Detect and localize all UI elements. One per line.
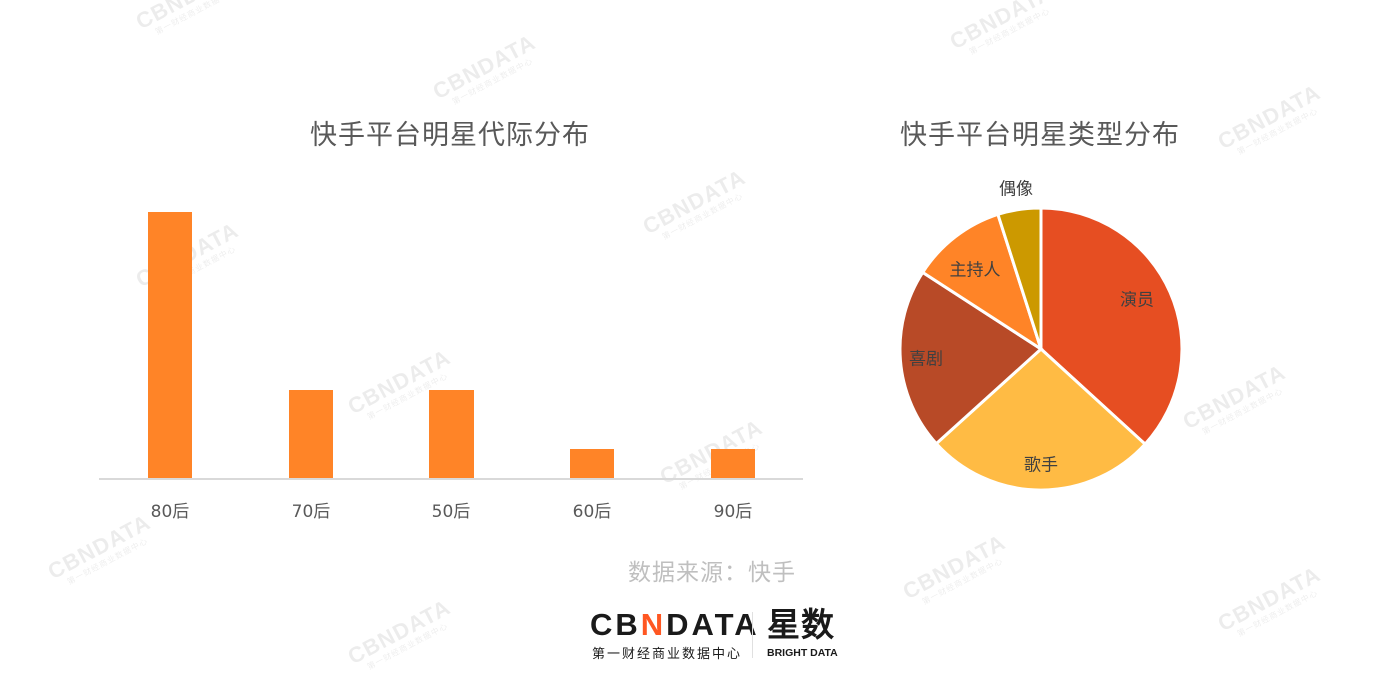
pie-label-comedy: 喜剧	[909, 349, 943, 370]
pie-label-actor: 演员	[1120, 290, 1154, 311]
pie-label-idol: 偶像	[999, 179, 1033, 200]
bar-70s	[289, 390, 333, 478]
bar-60s	[570, 449, 614, 478]
bar-80s	[148, 212, 192, 478]
bar-90s	[711, 449, 755, 478]
x-tick-label: 80后	[150, 502, 190, 522]
bar-50s	[429, 390, 474, 478]
pie-slice-idol	[996, 206, 1043, 350]
pie-label-singer: 歌手	[1024, 455, 1058, 476]
x-tick-label: 60后	[572, 502, 612, 522]
pie-slice-actor	[1039, 206, 1184, 447]
logo-divider	[752, 612, 753, 658]
bright-data-logo-subtitle: BRIGHT DATA	[767, 647, 838, 659]
pie-slice-singer	[934, 346, 1148, 492]
x-tick-label: 70后	[291, 502, 331, 522]
x-tick-label: 50后	[431, 502, 471, 522]
cbndata-logo: CBNDATA	[590, 607, 760, 642]
bright-data-logo: 星数	[767, 605, 835, 644]
pie-chart-title: 快手平台明星类型分布	[900, 120, 1180, 151]
pie-slice-comedy	[898, 270, 1044, 446]
x-axis-line	[99, 478, 803, 480]
pie-chart	[898, 206, 1184, 492]
x-tick-label: 90后	[713, 502, 753, 522]
pie-slice-host	[920, 212, 1044, 353]
bar-chart-title: 快手平台明星代际分布	[310, 120, 590, 151]
pie-label-host: 主持人	[949, 260, 1001, 281]
cbndata-logo-subtitle: 第一财经商业数据中心	[592, 647, 743, 662]
data-source-note: 数据来源：快手	[628, 560, 796, 586]
